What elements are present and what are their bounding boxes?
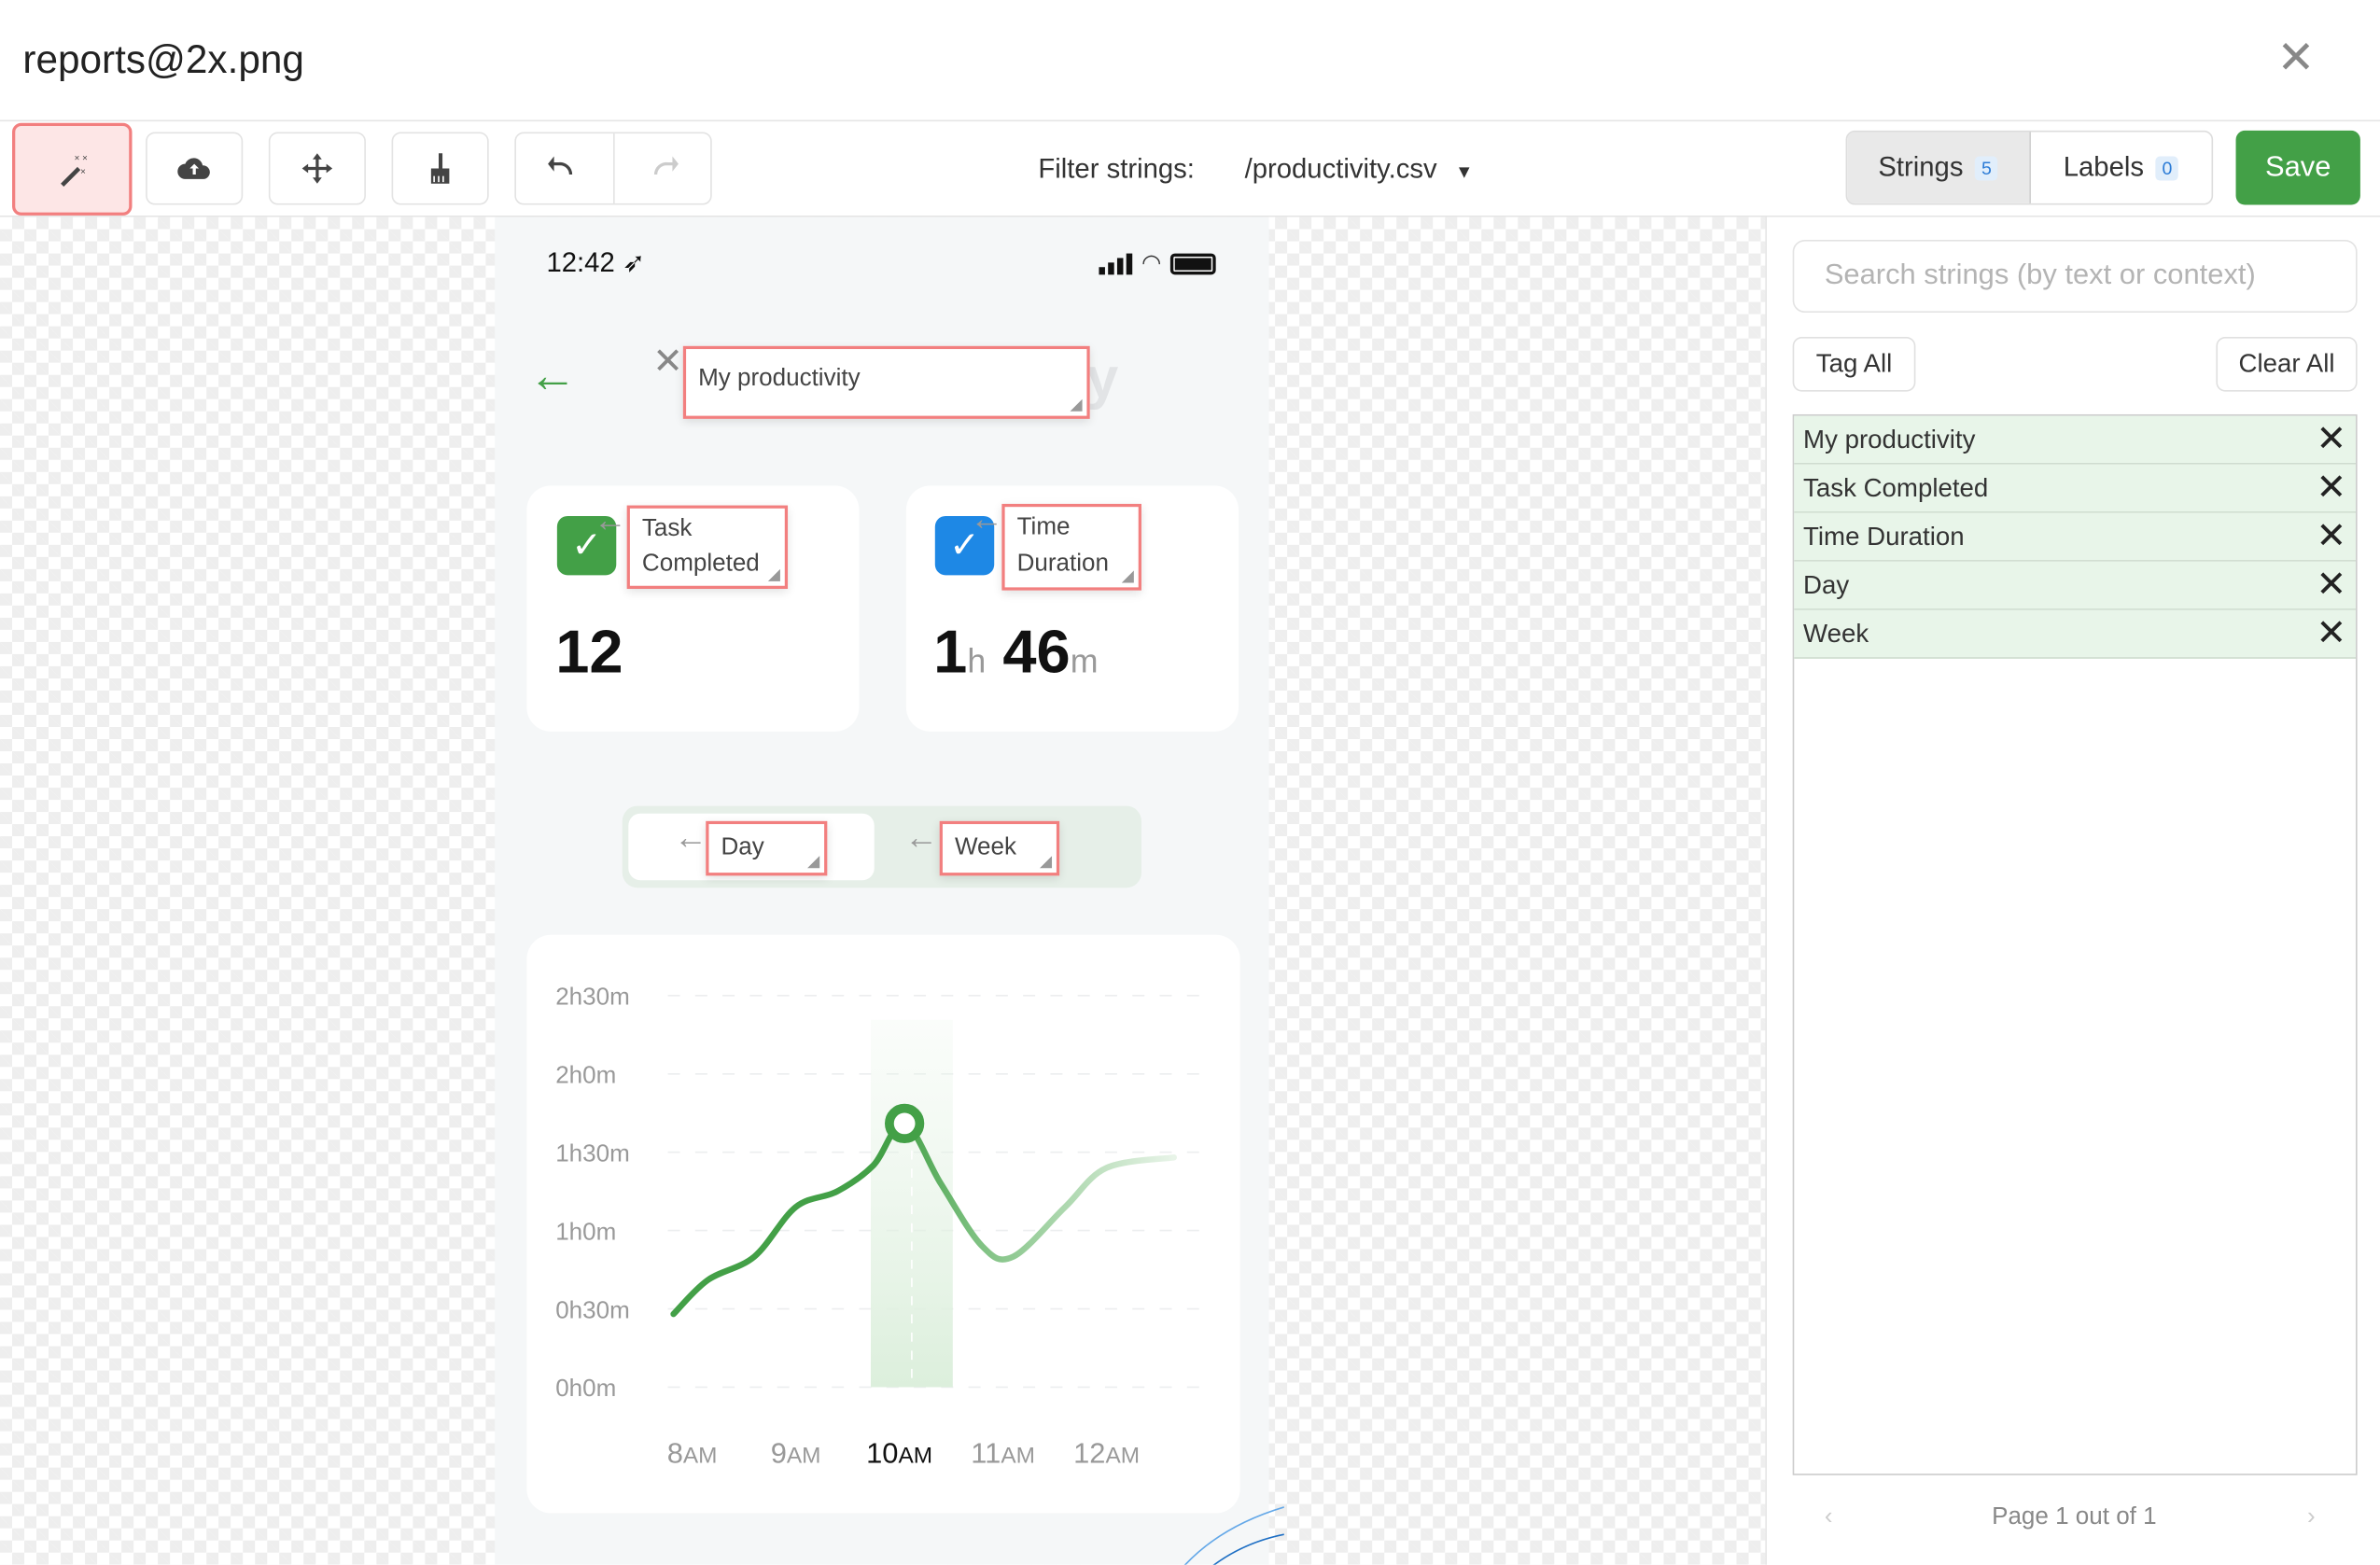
cloud-upload-icon: [177, 158, 210, 179]
string-tag-task-completed[interactable]: Task Completed: [626, 505, 789, 590]
remove-icon[interactable]: ✕: [2316, 564, 2347, 606]
string-tag-week[interactable]: Week: [939, 820, 1060, 876]
strings-sidebar: Tag All Clear All My productivity✕Task C…: [1765, 217, 2380, 1565]
tab-label: Strings: [1878, 151, 1964, 183]
magic-wand-icon: × × ×: [60, 153, 87, 187]
filter-value: /productivity.csv: [1244, 153, 1437, 184]
task-count: 12: [555, 619, 623, 687]
strings-list: My productivity ✕ Task Completed ✕ Time Dura…: [1792, 413, 2358, 1475]
duration-value: 1h 46m: [933, 619, 1099, 687]
filter-dropdown[interactable]: /productivity.csv ▼: [1245, 153, 1474, 185]
search-input[interactable]: [1792, 239, 2358, 314]
phone-screenshot: 12:42 ➶ ◠ ← My productivity ✕ My product…: [495, 217, 1284, 1565]
string-list-item[interactable]: Time Duration ✕: [1794, 512, 2357, 562]
redo-icon: [654, 156, 679, 175]
string-text: My productivity: [1803, 424, 1976, 454]
caret-down-icon: ▼: [1455, 161, 1474, 183]
clear-button[interactable]: [391, 132, 489, 205]
remove-icon[interactable]: ✕: [2316, 418, 2347, 459]
back-arrow-icon[interactable]: ←: [527, 347, 577, 402]
status-icons: ◠: [1099, 250, 1216, 276]
x-tick-label[interactable]: 11AM: [971, 1437, 1035, 1470]
svg-text:× ×: × ×: [74, 153, 87, 163]
tab-labels[interactable]: Labels 0: [2030, 132, 2211, 203]
arrow-left-icon: ←: [970, 499, 1003, 538]
duration-line-chart: 0h0m 0h30m 1h0m 1h30m 2h0m 2h30m 8AM 9AM 10AM 11A…: [555, 983, 1199, 1470]
count-badge: 0: [2156, 155, 2178, 180]
string-list-item[interactable]: Task Completed ✕: [1794, 464, 2357, 513]
string-list-item[interactable]: My productivity ✕: [1794, 415, 2357, 465]
broom-icon: [430, 153, 450, 184]
period-segmented-control: ← Day ← Week: [622, 805, 1141, 888]
string-tag-day[interactable]: Day: [706, 820, 828, 876]
tag-all-button[interactable]: Tag All: [1792, 337, 1916, 392]
string-list-item[interactable]: Day ✕: [1794, 561, 2357, 610]
magic-wand-button[interactable]: × × ×: [12, 122, 133, 216]
svg-text:×: ×: [79, 166, 85, 176]
tab-strings[interactable]: Strings 5: [1847, 132, 2031, 203]
clear-all-button[interactable]: Clear All: [2216, 337, 2358, 392]
next-page-icon[interactable]: ›: [2306, 1503, 2316, 1530]
pagination-label: Page 1 out of 1: [1992, 1503, 2157, 1530]
peak-point[interactable]: [884, 1103, 925, 1144]
y-tick-label: 2h0m: [555, 1061, 616, 1089]
highlight-band: [870, 1019, 953, 1388]
check-icon: ✓: [556, 515, 617, 576]
string-tag-title[interactable]: My productivity: [682, 345, 1090, 419]
string-text: Task Completed: [1803, 472, 1989, 502]
x-tick-label[interactable]: 8AM: [667, 1437, 718, 1470]
remove-tag-icon[interactable]: ✕: [652, 341, 684, 383]
image-canvas: 12:42 ➶ ◠ ← My productivity ✕ My product…: [0, 217, 1766, 1565]
y-tick-label: 1h30m: [555, 1139, 630, 1167]
redo-button[interactable]: [614, 133, 710, 203]
undo-button[interactable]: [516, 133, 614, 203]
decorative-arc: [1183, 1506, 1284, 1565]
string-text: Week: [1803, 618, 1869, 648]
y-tick-label: 2h30m: [555, 983, 630, 1011]
move-button[interactable]: [268, 132, 366, 205]
string-text: Time Duration: [1803, 521, 1965, 551]
filter-label: Filter strings:: [1038, 153, 1195, 184]
string-tag-time-duration[interactable]: Time Duration: [1001, 503, 1141, 591]
x-tick-label[interactable]: 9AM: [771, 1437, 821, 1470]
move-icon: [301, 153, 333, 184]
chart-card: 0h0m 0h30m 1h0m 1h30m 2h0m 2h30m 8AM 9AM 10AM 11A…: [526, 934, 1240, 1514]
y-tick-label: 0h30m: [555, 1295, 630, 1323]
view-tabs: Strings 5 Labels 0: [1845, 130, 2214, 205]
arrow-left-icon: ←: [593, 500, 627, 539]
tab-label: Labels: [2063, 151, 2145, 183]
undo-icon: [547, 156, 572, 175]
string-list-item[interactable]: Week ✕: [1794, 609, 2357, 659]
wifi-icon: ◠: [1141, 250, 1162, 276]
location-icon: ➶: [622, 247, 646, 278]
task-completed-card: ✓ ← Task Completed 12: [526, 485, 860, 732]
time-duration-card: ✓ ← Time Duration 1h 46m: [905, 485, 1239, 732]
y-tick-label: 0h0m: [555, 1374, 616, 1402]
save-button[interactable]: Save: [2235, 130, 2360, 205]
arrow-left-icon: ←: [904, 817, 939, 857]
check-icon: ✓: [934, 515, 995, 576]
x-tick-label[interactable]: 10AM: [866, 1437, 932, 1470]
remove-icon[interactable]: ✕: [2316, 515, 2347, 557]
string-text: Day: [1803, 569, 1850, 599]
prev-page-icon[interactable]: ‹: [1824, 1503, 1833, 1530]
x-tick-label[interactable]: 12AM: [1073, 1437, 1140, 1470]
undo-redo-group: [514, 132, 712, 205]
status-time: 12:42 ➶: [546, 247, 646, 278]
signal-icon: [1099, 253, 1133, 275]
upload-button[interactable]: [146, 132, 244, 205]
y-tick-label: 1h0m: [555, 1217, 616, 1245]
close-icon[interactable]: ✕: [2276, 33, 2316, 84]
window-title: reports@2x.png: [22, 36, 304, 82]
count-badge: 5: [1975, 155, 1998, 180]
remove-icon[interactable]: ✕: [2316, 612, 2347, 654]
battery-icon: [1170, 253, 1216, 275]
arrow-left-icon: ←: [674, 817, 707, 857]
remove-icon[interactable]: ✕: [2316, 467, 2347, 508]
